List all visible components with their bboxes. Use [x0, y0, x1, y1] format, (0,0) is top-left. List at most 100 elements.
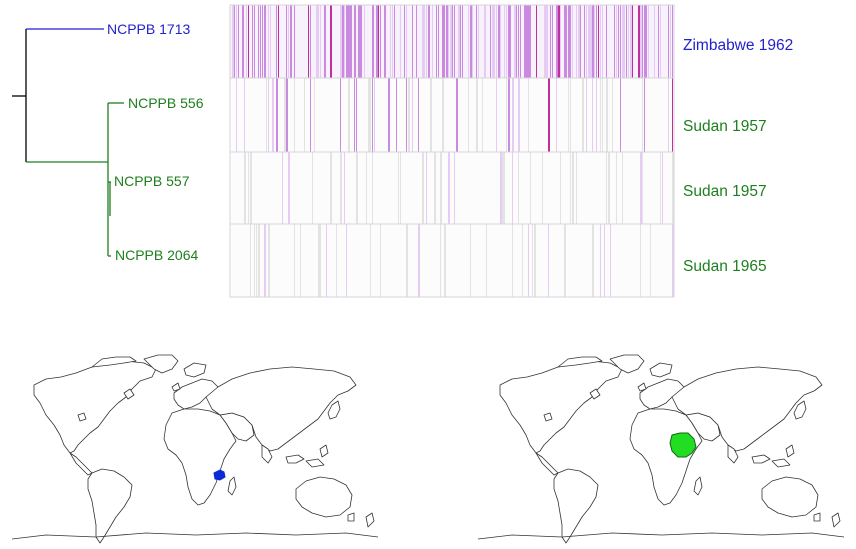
heatmap-variant-line: [248, 152, 249, 224]
heatmap-variant-line: [522, 224, 523, 297]
heatmap-variant-line: [518, 152, 519, 224]
heatmap-variant-line: [342, 5, 344, 78]
heatmap-variant-line: [586, 78, 587, 152]
heatmap-variant-line: [314, 78, 315, 152]
heatmap-variant-line: [512, 224, 513, 297]
heatmap-variant-line: [372, 78, 373, 152]
heatmap-variant-line: [548, 224, 549, 297]
heatmap-variant-line: [252, 5, 253, 78]
heatmap-variant-line: [388, 78, 390, 152]
heatmap-variant-line: [344, 5, 345, 78]
heatmap-variant-line: [548, 78, 550, 152]
heatmap-variant-line: [406, 5, 407, 78]
heatmap-variant-line: [380, 224, 381, 297]
phylogenetic-tree: [12, 28, 124, 257]
heatmap-variant-line: [394, 5, 395, 78]
heatmap-variant-line: [604, 224, 605, 297]
heatmap-variant-line: [578, 5, 580, 78]
heatmap-variant-line: [596, 5, 597, 78]
heatmap-variant-line: [256, 224, 257, 297]
heatmap-variant-line: [564, 224, 566, 297]
heatmap-variant-line: [476, 5, 477, 78]
heatmap-variant-line: [308, 5, 309, 78]
heatmap-variant-line: [654, 5, 655, 78]
heatmap-variant-line: [528, 224, 529, 297]
heatmap-variant-line: [448, 5, 449, 78]
heatmap-variant-line: [534, 224, 536, 297]
heatmap-variant-line: [662, 152, 663, 224]
heatmap-variant-line: [258, 224, 260, 297]
heatmap-variant-line: [570, 78, 571, 152]
heatmap-variant-line: [276, 78, 278, 152]
heatmap-variant-line: [558, 5, 560, 78]
heatmap-variant-line: [398, 152, 399, 224]
heatmap-variant-line: [294, 224, 295, 297]
heatmap-variant-line: [426, 152, 427, 224]
heatmap-variant-line: [412, 78, 413, 152]
heatmap-variant-line: [630, 5, 632, 78]
heatmap-variant-line: [324, 5, 326, 78]
heatmap-variant-line: [370, 224, 371, 297]
heatmap-variant-line: [648, 5, 649, 78]
heatmap-variant-line: [372, 5, 374, 78]
heatmap-variant-line: [380, 5, 381, 78]
heatmap-variant-line: [440, 152, 442, 224]
heatmap-variant-line: [476, 78, 478, 152]
heatmap-variant-line: [442, 5, 444, 78]
heatmap-variant-line: [470, 224, 471, 297]
heatmap-variant-line: [312, 152, 313, 224]
heatmap-variant-line: [268, 224, 270, 297]
heatmap-variant-line: [438, 5, 439, 78]
heatmap-variant-line: [468, 78, 469, 152]
heatmap-variant-line: [508, 5, 510, 78]
heatmap-variant-line: [260, 5, 261, 78]
heatmap-variant-line: [428, 5, 430, 78]
heatmap-variant-line: [356, 152, 358, 224]
heatmap-variant-line: [406, 78, 407, 152]
heatmap-variant-line: [544, 5, 546, 78]
heatmap-variant-line: [502, 152, 504, 224]
heatmap-variant-line: [468, 5, 469, 78]
heatmap-variant-line: [580, 5, 581, 78]
heatmap-variant-line: [640, 224, 641, 297]
heatmap-variant-line: [396, 78, 397, 152]
heatmap-variant-line: [232, 5, 234, 78]
heatmap-variant-line: [454, 5, 455, 78]
heatmap-variant-line: [400, 5, 401, 78]
tip-label-ncppb-2064: NCPPB 2064: [115, 247, 198, 263]
heatmap-variant-line: [432, 5, 433, 78]
heatmap-variant-line: [536, 5, 537, 78]
heatmap-variant-line: [608, 152, 610, 224]
heatmap-variant-line: [426, 5, 427, 78]
heatmap-variant-line: [600, 224, 601, 297]
heatmap-variant-line: [320, 224, 321, 297]
heatmap-variant-line: [390, 5, 391, 78]
heatmap-variant-line: [646, 5, 647, 78]
heatmap-variant-line: [330, 152, 332, 224]
heatmap-variant-line: [320, 5, 321, 78]
heatmap-variant-line: [632, 5, 633, 78]
heatmap-variant-line: [518, 78, 520, 152]
heatmap-variant-line: [590, 5, 592, 78]
heatmap-variant-line: [290, 5, 292, 78]
heatmap-variant-line: [512, 152, 513, 224]
heatmap-variant-line: [348, 78, 350, 152]
heatmap-variant-line: [462, 5, 463, 78]
heatmap-variant-line: [576, 152, 577, 224]
heatmap-variant-line: [448, 152, 450, 224]
heatmap-variant-line: [350, 5, 352, 78]
heatmap-variant-line: [456, 78, 458, 152]
heatmap-variant-line: [484, 5, 486, 78]
heatmap-variant-line: [444, 5, 445, 78]
heatmap-grid: [229, 4, 675, 298]
heatmap-variant-line: [528, 78, 529, 152]
heatmap-variant-line: [672, 152, 674, 224]
heatmap-variant-line: [236, 78, 237, 152]
heatmap-variant-line: [418, 224, 420, 297]
heatmap-variant-line: [330, 5, 332, 78]
heatmap-variant-line: [278, 5, 279, 78]
heatmap-variant-line: [234, 5, 235, 78]
heatmap-variant-line: [450, 5, 452, 78]
heatmap-variant-line: [526, 5, 528, 78]
heatmap-variant-line: [422, 5, 424, 78]
